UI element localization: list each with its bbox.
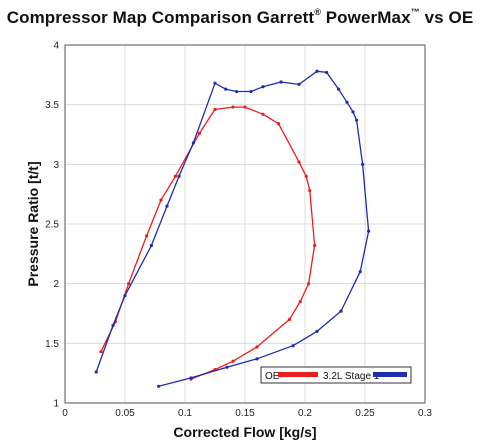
data-point-oe (127, 282, 131, 286)
data-point-stage1 (345, 100, 349, 104)
data-point-oe (99, 350, 103, 354)
data-point-stage1 (235, 89, 239, 94)
data-point-stage1 (297, 82, 301, 86)
x-tick-label: 0.2 (298, 408, 312, 419)
data-point-stage1 (213, 81, 217, 85)
data-point-oe (213, 107, 217, 112)
data-point-stage1 (279, 80, 283, 84)
data-point-oe (197, 131, 201, 135)
grid-layer (64, 44, 426, 404)
chart-title-brand: PowerMax (320, 8, 411, 27)
series-line-oe (100, 106, 316, 380)
data-point-stage1 (189, 376, 193, 380)
data-point-stage1 (177, 174, 181, 178)
legend: OE 3.2L Stage 1 (260, 366, 412, 384)
data-point-stage1 (255, 357, 259, 361)
data-point-oe (159, 198, 163, 202)
chart-title: Compressor Map Comparison Garrett® Power… (0, 7, 480, 28)
y-tick-label: 2 (53, 279, 59, 290)
data-point-stage1 (94, 370, 98, 374)
data-point-stage1 (315, 329, 319, 333)
plot-frame (64, 44, 426, 404)
data-point-stage1 (261, 85, 265, 89)
data-point-oe (255, 345, 259, 349)
legend-swatch-stage1 (373, 372, 407, 377)
y-tick-label: 1.5 (45, 339, 59, 350)
trademark-mark: ™ (410, 7, 420, 18)
data-point-stage1 (358, 270, 362, 274)
data-point-stage1 (165, 204, 169, 208)
x-tick-label: 0 (62, 408, 68, 419)
legend-box (260, 366, 412, 384)
data-point-oe (304, 174, 308, 178)
x-axis-title: Corrected Flow [kg/s] (173, 424, 316, 440)
data-point-stage1 (123, 294, 127, 298)
data-point-stage1 (149, 243, 153, 248)
data-point-oe (298, 299, 302, 304)
data-point-oe (297, 160, 301, 164)
x-tick-label: 0.05 (115, 408, 135, 419)
data-point-stage1 (191, 141, 195, 145)
data-point-stage1 (157, 384, 161, 388)
chart-title-main: Compressor Map Comparison Garrett (6, 8, 315, 27)
data-point-stage1 (111, 323, 115, 328)
data-point-oe (308, 188, 312, 193)
y-tick-label: 2.5 (45, 220, 59, 231)
y-tick-label: 3 (53, 160, 59, 171)
data-point-stage1 (351, 110, 355, 114)
data-point-stage1 (291, 344, 295, 348)
data-point-oe (307, 282, 311, 286)
data-point-stage1 (355, 118, 359, 122)
legend-swatch-oe (278, 372, 318, 377)
tick-labels: 0 0.05 0.1 0.15 0.2 0.25 0.3 1 1.5 2 2.5 3 3.5 4 (45, 41, 432, 420)
data-point-stage1 (225, 365, 229, 369)
legend-label-oe: OE (265, 371, 280, 382)
x-tick-label: 0.3 (418, 408, 432, 419)
series-layer (94, 69, 371, 388)
data-point-stage1 (361, 162, 365, 166)
y-tick-label: 3.5 (45, 100, 59, 111)
data-point-oe (277, 122, 281, 126)
x-tick-label: 0.15 (235, 408, 255, 419)
series-line-stage1 (95, 70, 370, 387)
y-tick-label: 1 (53, 399, 59, 410)
y-tick-label: 4 (53, 41, 59, 52)
data-point-stage1 (224, 87, 228, 91)
data-point-oe (231, 359, 235, 363)
data-point-stage1 (339, 309, 343, 313)
data-point-oe (231, 105, 235, 109)
data-point-oe (145, 234, 149, 238)
data-point-stage1 (337, 87, 341, 91)
data-point-oe (173, 174, 177, 178)
data-point-oe (261, 112, 265, 116)
data-point-oe (287, 317, 291, 322)
x-tick-label: 0.25 (355, 408, 375, 419)
y-axis-title: Pressure Ratio [t/t] (25, 161, 41, 286)
data-point-stage1 (315, 69, 319, 73)
data-point-stage1 (367, 229, 371, 233)
series-oe (99, 105, 317, 381)
data-point-oe (313, 243, 317, 248)
legend-label-stage1: 3.2L Stage 1 (323, 371, 380, 382)
x-tick-label: 0.1 (178, 408, 192, 419)
series-stage1 (94, 69, 371, 388)
data-point-oe (243, 105, 247, 109)
data-point-stage1 (325, 70, 329, 75)
registered-mark: ® (314, 7, 321, 18)
data-point-stage1 (249, 89, 253, 94)
chart-title-tail: vs OE (419, 8, 474, 27)
